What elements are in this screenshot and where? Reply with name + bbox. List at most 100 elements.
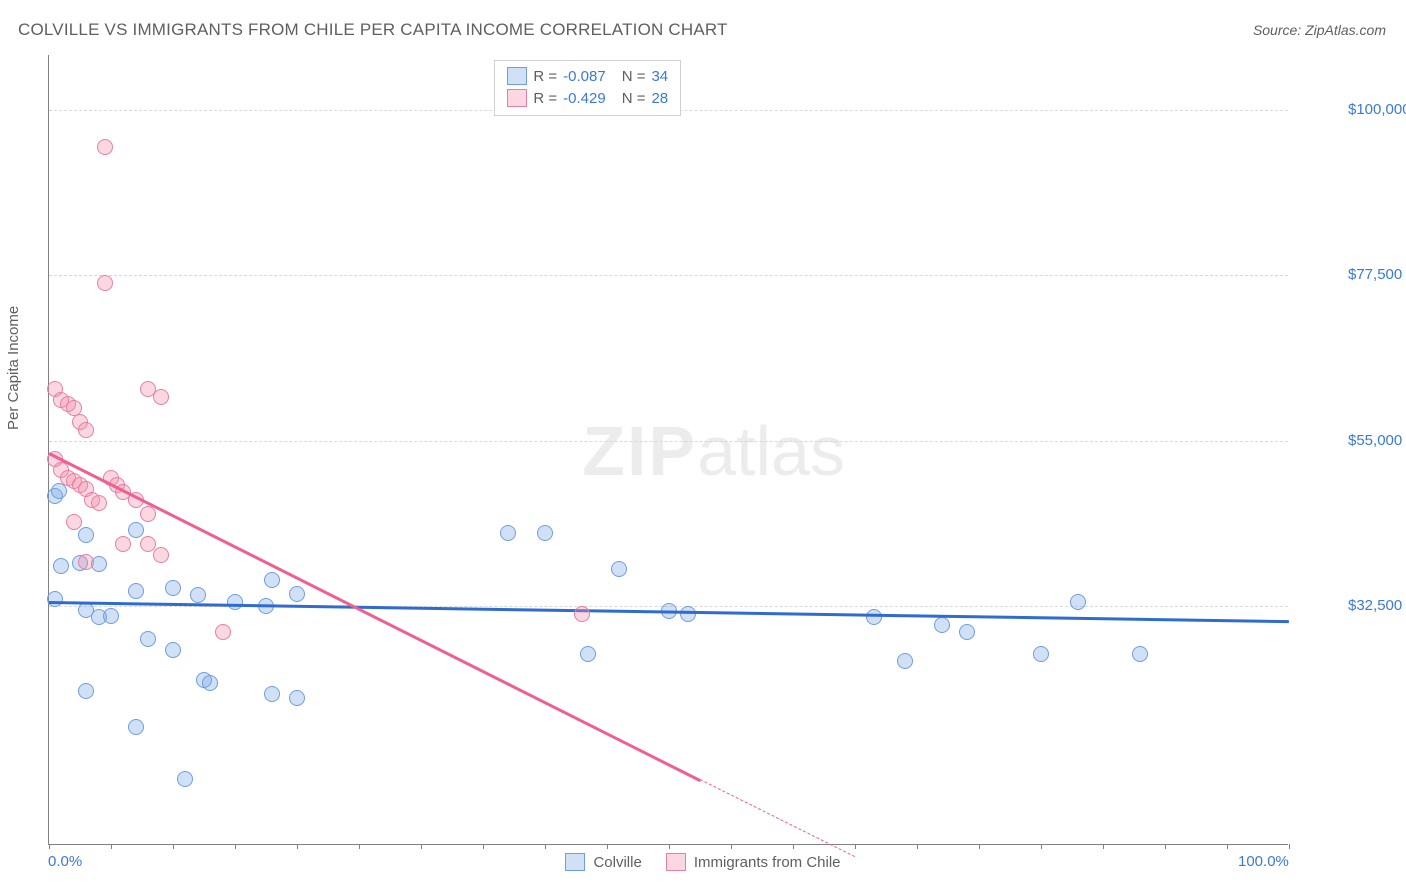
x-tick [607, 844, 608, 849]
x-tick [49, 844, 50, 849]
data-point-colville [289, 586, 305, 602]
x-tick [421, 844, 422, 849]
data-point-colville [500, 525, 516, 541]
data-point-colville [1033, 646, 1049, 662]
data-point-colville [128, 522, 144, 538]
data-point-colville [190, 587, 206, 603]
data-point-colville [580, 646, 596, 662]
data-point-colville [264, 686, 280, 702]
legend-item-chile: Immigrants from Chile [666, 853, 841, 871]
x-tick [1289, 844, 1290, 849]
data-point-chile [97, 275, 113, 291]
data-point-colville [264, 572, 280, 588]
data-point-colville [897, 653, 913, 669]
data-point-chile [153, 389, 169, 405]
data-point-chile [97, 139, 113, 155]
data-point-colville [177, 771, 193, 787]
x-tick-label-min: 0.0% [48, 853, 82, 870]
x-tick [917, 844, 918, 849]
y-tick-label: $77,500 [1348, 266, 1402, 283]
data-point-chile [215, 624, 231, 640]
n-label: N = [622, 90, 646, 107]
x-tick [545, 844, 546, 849]
x-tick [297, 844, 298, 849]
data-point-chile [66, 400, 82, 416]
data-point-colville [959, 624, 975, 640]
swatch-colville-icon [565, 853, 585, 871]
legend-label: Colville [593, 854, 641, 871]
x-tick-label-max: 100.0% [1238, 853, 1289, 870]
y-tick-label: $100,000 [1348, 101, 1406, 118]
x-tick [979, 844, 980, 849]
data-point-colville [140, 631, 156, 647]
n-value: 28 [651, 90, 668, 107]
legend-item-colville: Colville [565, 853, 641, 871]
data-point-colville [78, 683, 94, 699]
trend-line [700, 779, 855, 857]
x-tick [1227, 844, 1228, 849]
data-point-colville [289, 690, 305, 706]
r-value: -0.087 [563, 68, 606, 85]
stats-row-chile: R = -0.429 N = 28 [507, 87, 668, 109]
y-tick-label: $32,500 [1348, 597, 1402, 614]
data-point-colville [227, 594, 243, 610]
data-point-chile [140, 506, 156, 522]
chart-title: COLVILLE VS IMMIGRANTS FROM CHILE PER CA… [18, 20, 728, 40]
data-point-colville [537, 525, 553, 541]
data-point-colville [53, 558, 69, 574]
data-point-colville [165, 580, 181, 596]
data-point-colville [202, 675, 218, 691]
data-point-colville [128, 583, 144, 599]
source-attribution: Source: ZipAtlas.com [1253, 22, 1386, 38]
watermark-rest: atlas [697, 412, 845, 490]
data-point-colville [78, 527, 94, 543]
watermark: ZIPatlas [582, 411, 845, 491]
swatch-chile-icon [666, 853, 686, 871]
x-tick [483, 844, 484, 849]
x-tick [1041, 844, 1042, 849]
r-label: R = [533, 68, 557, 85]
correlation-stats-box: R = -0.087 N = 34 R = -0.429 N = 28 [494, 60, 681, 116]
x-tick [855, 844, 856, 849]
data-point-colville [128, 719, 144, 735]
x-tick [235, 844, 236, 849]
n-label: N = [622, 68, 646, 85]
r-value: -0.429 [563, 90, 606, 107]
data-point-colville [1132, 646, 1148, 662]
data-point-colville [934, 617, 950, 633]
data-point-colville [611, 561, 627, 577]
data-point-chile [78, 422, 94, 438]
trend-line [48, 452, 700, 782]
swatch-colville-icon [507, 67, 527, 85]
data-point-chile [78, 554, 94, 570]
gridline [49, 441, 1288, 442]
n-value: 34 [651, 68, 668, 85]
data-point-chile [66, 514, 82, 530]
r-label: R = [533, 90, 557, 107]
x-tick [359, 844, 360, 849]
x-tick [111, 844, 112, 849]
x-tick [1165, 844, 1166, 849]
series-legend: Colville Immigrants from Chile [0, 853, 1406, 871]
x-tick [669, 844, 670, 849]
x-tick [793, 844, 794, 849]
data-point-colville [103, 608, 119, 624]
scatter-plot-area: ZIPatlas [48, 55, 1288, 845]
data-point-colville [866, 609, 882, 625]
watermark-bold: ZIP [582, 412, 697, 490]
y-tick-label: $55,000 [1348, 432, 1402, 449]
x-tick [173, 844, 174, 849]
data-point-chile [91, 495, 107, 511]
data-point-chile [153, 547, 169, 563]
data-point-chile [574, 606, 590, 622]
data-point-chile [115, 536, 131, 552]
gridline [49, 275, 1288, 276]
legend-label: Immigrants from Chile [694, 854, 841, 871]
data-point-colville [1070, 594, 1086, 610]
data-point-colville [47, 591, 63, 607]
y-axis-title: Per Capita Income [5, 306, 22, 430]
data-point-colville [165, 642, 181, 658]
x-tick [731, 844, 732, 849]
stats-row-colville: R = -0.087 N = 34 [507, 65, 668, 87]
x-tick [1103, 844, 1104, 849]
